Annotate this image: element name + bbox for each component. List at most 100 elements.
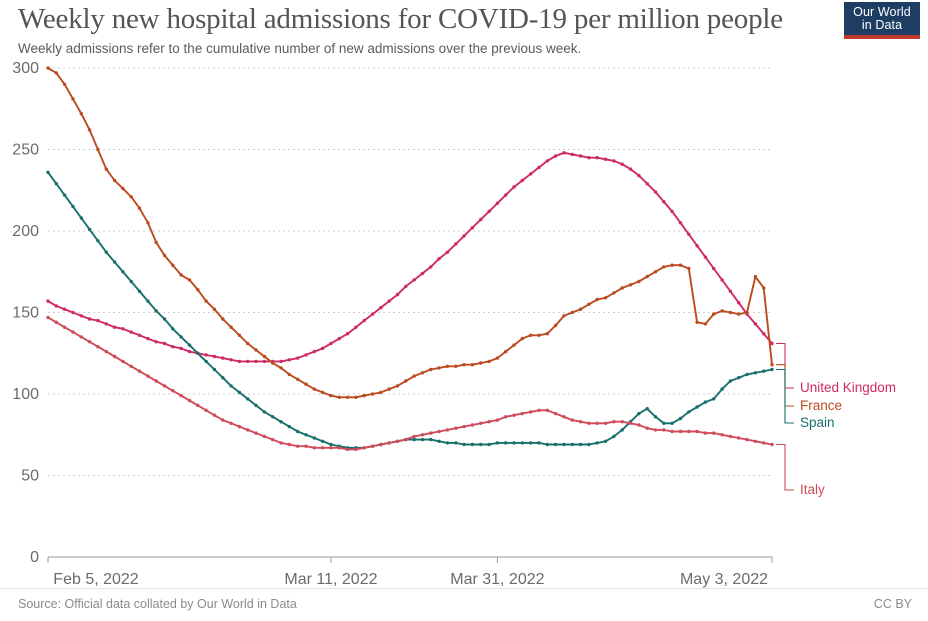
data-point bbox=[512, 343, 516, 347]
data-point bbox=[329, 393, 333, 398]
data-point bbox=[320, 390, 325, 395]
data-point bbox=[512, 185, 516, 189]
data-point bbox=[96, 147, 100, 152]
data-point bbox=[529, 172, 533, 176]
data-point bbox=[645, 426, 649, 430]
data-point bbox=[354, 325, 358, 329]
y-tick-label: 0 bbox=[30, 549, 39, 566]
series-france[interactable] bbox=[46, 66, 774, 399]
data-point bbox=[304, 382, 308, 386]
data-point bbox=[595, 441, 599, 445]
data-point bbox=[262, 359, 267, 364]
data-point bbox=[703, 431, 708, 435]
data-point bbox=[337, 336, 341, 341]
data-point bbox=[454, 441, 458, 445]
data-point bbox=[637, 411, 641, 416]
data-point bbox=[229, 421, 233, 425]
series-legend[interactable]: United Kingdom France Spain Italy bbox=[776, 342, 896, 498]
data-point bbox=[770, 363, 774, 367]
series-spain[interactable] bbox=[46, 170, 774, 450]
data-series[interactable] bbox=[46, 66, 774, 452]
data-point bbox=[221, 376, 225, 380]
data-point bbox=[578, 307, 583, 311]
legend-label-united-kingdom[interactable]: United Kingdom bbox=[800, 380, 896, 395]
y-tick-label: 250 bbox=[12, 142, 39, 159]
data-point bbox=[62, 325, 67, 329]
license-note[interactable]: CC BY bbox=[873, 597, 912, 611]
y-tick-label: 50 bbox=[21, 468, 39, 485]
data-point bbox=[137, 289, 142, 293]
data-point bbox=[46, 66, 50, 70]
data-point bbox=[703, 255, 708, 259]
series-italy[interactable] bbox=[46, 315, 774, 452]
data-point bbox=[221, 418, 225, 422]
data-point bbox=[620, 286, 624, 290]
data-point bbox=[670, 209, 674, 214]
data-point bbox=[54, 182, 58, 186]
series-united-kingdom[interactable] bbox=[46, 151, 774, 364]
data-point bbox=[112, 178, 117, 183]
data-point bbox=[670, 263, 674, 267]
data-point bbox=[687, 429, 691, 434]
data-point bbox=[637, 173, 641, 178]
data-point bbox=[154, 240, 158, 245]
data-point bbox=[237, 333, 242, 337]
data-point bbox=[420, 271, 425, 276]
data-point bbox=[587, 302, 591, 306]
data-point bbox=[154, 309, 158, 313]
data-point bbox=[262, 434, 267, 439]
legend-label-france[interactable]: France bbox=[800, 398, 842, 413]
data-point bbox=[171, 389, 175, 393]
data-point bbox=[470, 442, 475, 447]
legend-label-italy[interactable]: Italy bbox=[800, 482, 825, 497]
data-point bbox=[695, 429, 699, 434]
data-point bbox=[320, 346, 325, 351]
data-point bbox=[246, 359, 250, 364]
data-point bbox=[296, 429, 300, 434]
data-point bbox=[212, 413, 217, 417]
data-point bbox=[587, 156, 591, 160]
data-point bbox=[395, 439, 400, 443]
data-point bbox=[745, 310, 749, 315]
data-point bbox=[254, 348, 258, 352]
our-world-in-data-logo[interactable]: Our World in Data bbox=[844, 2, 920, 39]
y-tick-label: 300 bbox=[12, 60, 39, 77]
data-point bbox=[520, 441, 524, 445]
data-point bbox=[678, 429, 683, 434]
x-tick-label: Feb 5, 2022 bbox=[53, 571, 139, 588]
data-point bbox=[196, 403, 200, 408]
data-point bbox=[520, 178, 524, 183]
data-point bbox=[354, 395, 358, 399]
x-axis-tick-labels: Feb 5, 2022 Mar 11, 2022 Mar 31, 2022 May 3… bbox=[53, 571, 768, 588]
data-point bbox=[603, 157, 608, 161]
data-point bbox=[279, 366, 283, 370]
line-chart-svg[interactable]: 0 50 100 150 200 250 300 Feb 5, 2022 Mar 11, 20… bbox=[0, 50, 928, 590]
data-point bbox=[429, 367, 433, 372]
data-point bbox=[454, 242, 458, 246]
data-point bbox=[728, 310, 733, 315]
data-point bbox=[570, 310, 574, 315]
data-point bbox=[612, 434, 616, 439]
chart-area: 0 50 100 150 200 250 300 Feb 5, 2022 Mar 11, 20… bbox=[0, 50, 928, 590]
data-point bbox=[429, 431, 433, 435]
data-point bbox=[537, 333, 541, 337]
data-point bbox=[753, 274, 758, 279]
data-point bbox=[212, 367, 217, 372]
data-point bbox=[71, 310, 75, 315]
data-point bbox=[603, 439, 608, 443]
data-point bbox=[54, 320, 58, 324]
data-point bbox=[146, 336, 150, 341]
data-point bbox=[312, 349, 316, 354]
data-point bbox=[237, 390, 242, 395]
data-point bbox=[645, 182, 649, 186]
data-point bbox=[296, 377, 300, 381]
data-point bbox=[420, 371, 425, 375]
data-point bbox=[254, 359, 258, 364]
data-point bbox=[712, 397, 716, 401]
data-point bbox=[96, 345, 100, 349]
data-point bbox=[429, 265, 433, 269]
legend-label-spain[interactable]: Spain bbox=[800, 415, 835, 430]
data-point bbox=[345, 395, 350, 399]
data-point bbox=[146, 374, 150, 378]
data-point bbox=[595, 156, 599, 160]
